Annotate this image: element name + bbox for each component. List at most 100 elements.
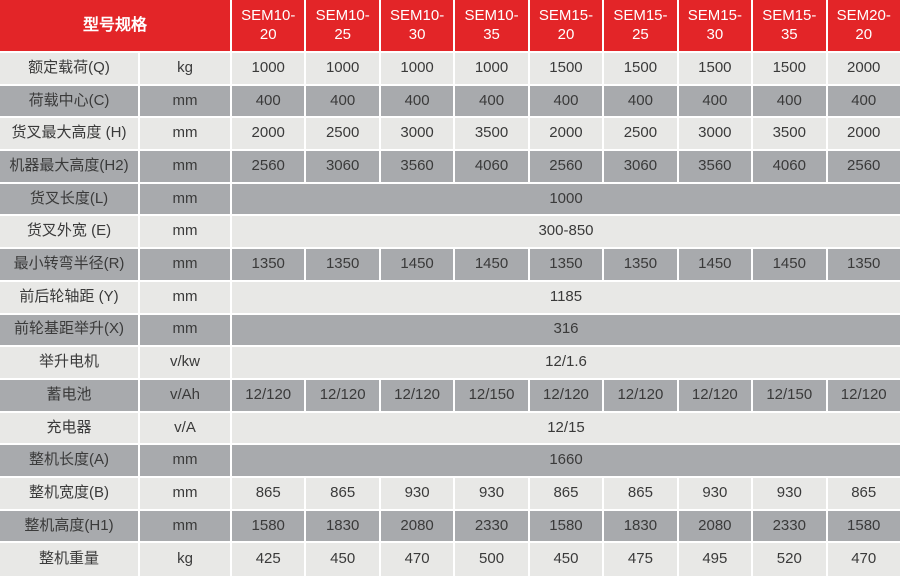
value-cell: 1450 — [455, 249, 530, 282]
row-label-cell: 蓄电池 — [0, 379, 140, 413]
row-label-cell: 前轮基距举升(X) — [0, 314, 140, 348]
value-cell: 1500 — [678, 53, 754, 86]
value-cell: 865 — [232, 477, 307, 511]
model-name-line2: 25 — [334, 25, 351, 43]
row-label-cell: 整机长度(A) — [0, 445, 140, 478]
value-cell: 1350 — [306, 249, 381, 282]
row-unit-cell: mm — [140, 151, 232, 184]
row-unit-cell: mm — [140, 445, 232, 478]
value-cell: 3060 — [604, 151, 679, 184]
value-cell: 2000 — [232, 118, 307, 152]
model-name-line2: 35 — [780, 25, 798, 43]
value-cell: 930 — [678, 477, 754, 511]
model-name-line1: SEM10- — [241, 6, 296, 24]
value-cell: 495 — [679, 543, 754, 576]
value-cell: 12/150 — [455, 379, 530, 413]
header-model-cell: SEM10- 25 — [306, 0, 381, 53]
table-header-row: 型号规格 SEM10- 20 SEM10- 25 SEM10- 30 SEM10- 35 SEM1… — [0, 0, 900, 53]
spec-row: 货叉长度(L) mm 1000 — [0, 183, 900, 217]
value-cell: 400 — [232, 85, 307, 119]
value-cell: 450 — [530, 543, 605, 576]
spec-row: 整机宽度(B) mm 865 865 930 930 865 865 930 930 865 — [0, 477, 900, 511]
value-cell: 12/120 — [604, 379, 679, 413]
row-label-cell: 整机重量 — [0, 543, 140, 576]
value-cell: 1350 — [232, 249, 307, 282]
model-name-line2: 30 — [706, 25, 724, 43]
model-name-line2: 20 — [259, 25, 277, 43]
value-cell: 1830 — [604, 510, 679, 544]
row-unit-cell: mm — [140, 183, 232, 217]
row-unit-cell: kg — [140, 53, 232, 86]
row-unit-cell: kg — [140, 543, 232, 576]
merged-value-cell: 300-850 — [232, 216, 900, 250]
value-cell: 1350 — [604, 249, 679, 282]
model-name-line2: 20 — [557, 25, 575, 43]
value-cell: 1500 — [529, 53, 605, 86]
header-model-cell: SEM10- 20 — [232, 0, 307, 53]
value-cell: 470 — [851, 550, 877, 568]
spec-row: 前后轮轴距 (Y) mm 1185 — [0, 281, 900, 315]
row-label-cell: 前后轮轴距 (Y) — [0, 281, 140, 315]
model-name-line1: SEM10- — [390, 6, 445, 24]
row-label-cell: 荷载中心(C) — [0, 85, 140, 119]
spec-row: 货叉最大高度 (H) mm 2000 2500 3000 3500 2000 2500 3000… — [0, 118, 900, 152]
row-unit-cell: v/Ah — [140, 379, 232, 413]
value-cell: 865 — [827, 478, 900, 511]
row-label-cell: 额定载荷(Q) — [0, 53, 140, 86]
value-cell: 865 — [306, 477, 381, 511]
value-cell: 4060 — [753, 151, 828, 184]
value-cell: 12/120 — [232, 379, 307, 413]
header-model-cell: SEM10- 30 — [380, 0, 456, 53]
header-model-cell: SEM15- 25 — [604, 0, 679, 53]
model-name-line1: SEM15- — [613, 6, 668, 24]
value-cell: 12/120 — [306, 379, 381, 413]
value-cell: 450 — [306, 543, 381, 576]
value-cell: 1580 — [827, 511, 900, 544]
row-unit-cell: mm — [140, 85, 232, 119]
value-cell: 2560 — [529, 151, 605, 184]
value-cell: 2330 — [455, 510, 530, 544]
row-unit-cell: mm — [140, 118, 232, 152]
header-spec-cell: 型号规格 — [0, 0, 232, 53]
value-cell: 3560 — [380, 151, 456, 184]
model-name-line1: SEM10- — [464, 6, 519, 24]
value-cell: 3560 — [678, 151, 754, 184]
value-cell: 2560 — [827, 151, 900, 184]
row-label-cell: 机器最大高度(H2) — [0, 151, 140, 184]
header-model-cell: SEM15- 20 — [529, 0, 605, 53]
row-label-cell: 货叉长度(L) — [0, 183, 140, 217]
value-cell: 400 — [380, 85, 456, 119]
value-cell: 1000 — [455, 53, 530, 86]
row-label-cell: 整机高度(H1) — [0, 510, 140, 544]
value-cell: 2080 — [380, 510, 456, 544]
value-cell: 1350 — [529, 249, 605, 282]
value-cell: 1450 — [678, 249, 754, 282]
value-cell: 1500 — [753, 53, 828, 86]
value-cell: 3060 — [306, 151, 381, 184]
row-unit-cell: mm — [140, 510, 232, 544]
value-cell: 2000 — [827, 53, 900, 86]
merged-value-cell: 316 — [232, 315, 900, 348]
value-cell: 1830 — [306, 510, 381, 544]
row-unit-cell: v/kw — [140, 347, 232, 380]
value-cell: 400 — [455, 85, 530, 119]
model-name-line1: SEM15- — [687, 6, 742, 24]
value-cell: 400 — [827, 86, 900, 119]
row-label-cell: 举升电机 — [0, 347, 140, 380]
value-cell: 12/120 — [827, 380, 900, 413]
model-name-line2: 25 — [632, 25, 649, 43]
value-cell: 1450 — [380, 249, 456, 282]
value-cell: 4060 — [455, 151, 530, 184]
value-cell: 865 — [529, 477, 605, 511]
value-cell: 400 — [678, 85, 754, 119]
header-model-cell: SEM15- 35 — [753, 0, 828, 53]
spec-row: 举升电机 v/kw 12/1.6 — [0, 347, 900, 380]
header-model-cell: SEM15- 30 — [678, 0, 754, 53]
value-cell: 12/150 — [753, 379, 828, 413]
model-name-line2: 35 — [483, 25, 500, 43]
value-cell: 3000 — [380, 118, 456, 152]
spec-row: 前轮基距举升(X) mm 316 — [0, 314, 900, 348]
value-cell: 930 — [753, 477, 828, 511]
value-cell: 930 — [455, 477, 530, 511]
merged-value-cell: 12/1.6 — [232, 347, 900, 380]
